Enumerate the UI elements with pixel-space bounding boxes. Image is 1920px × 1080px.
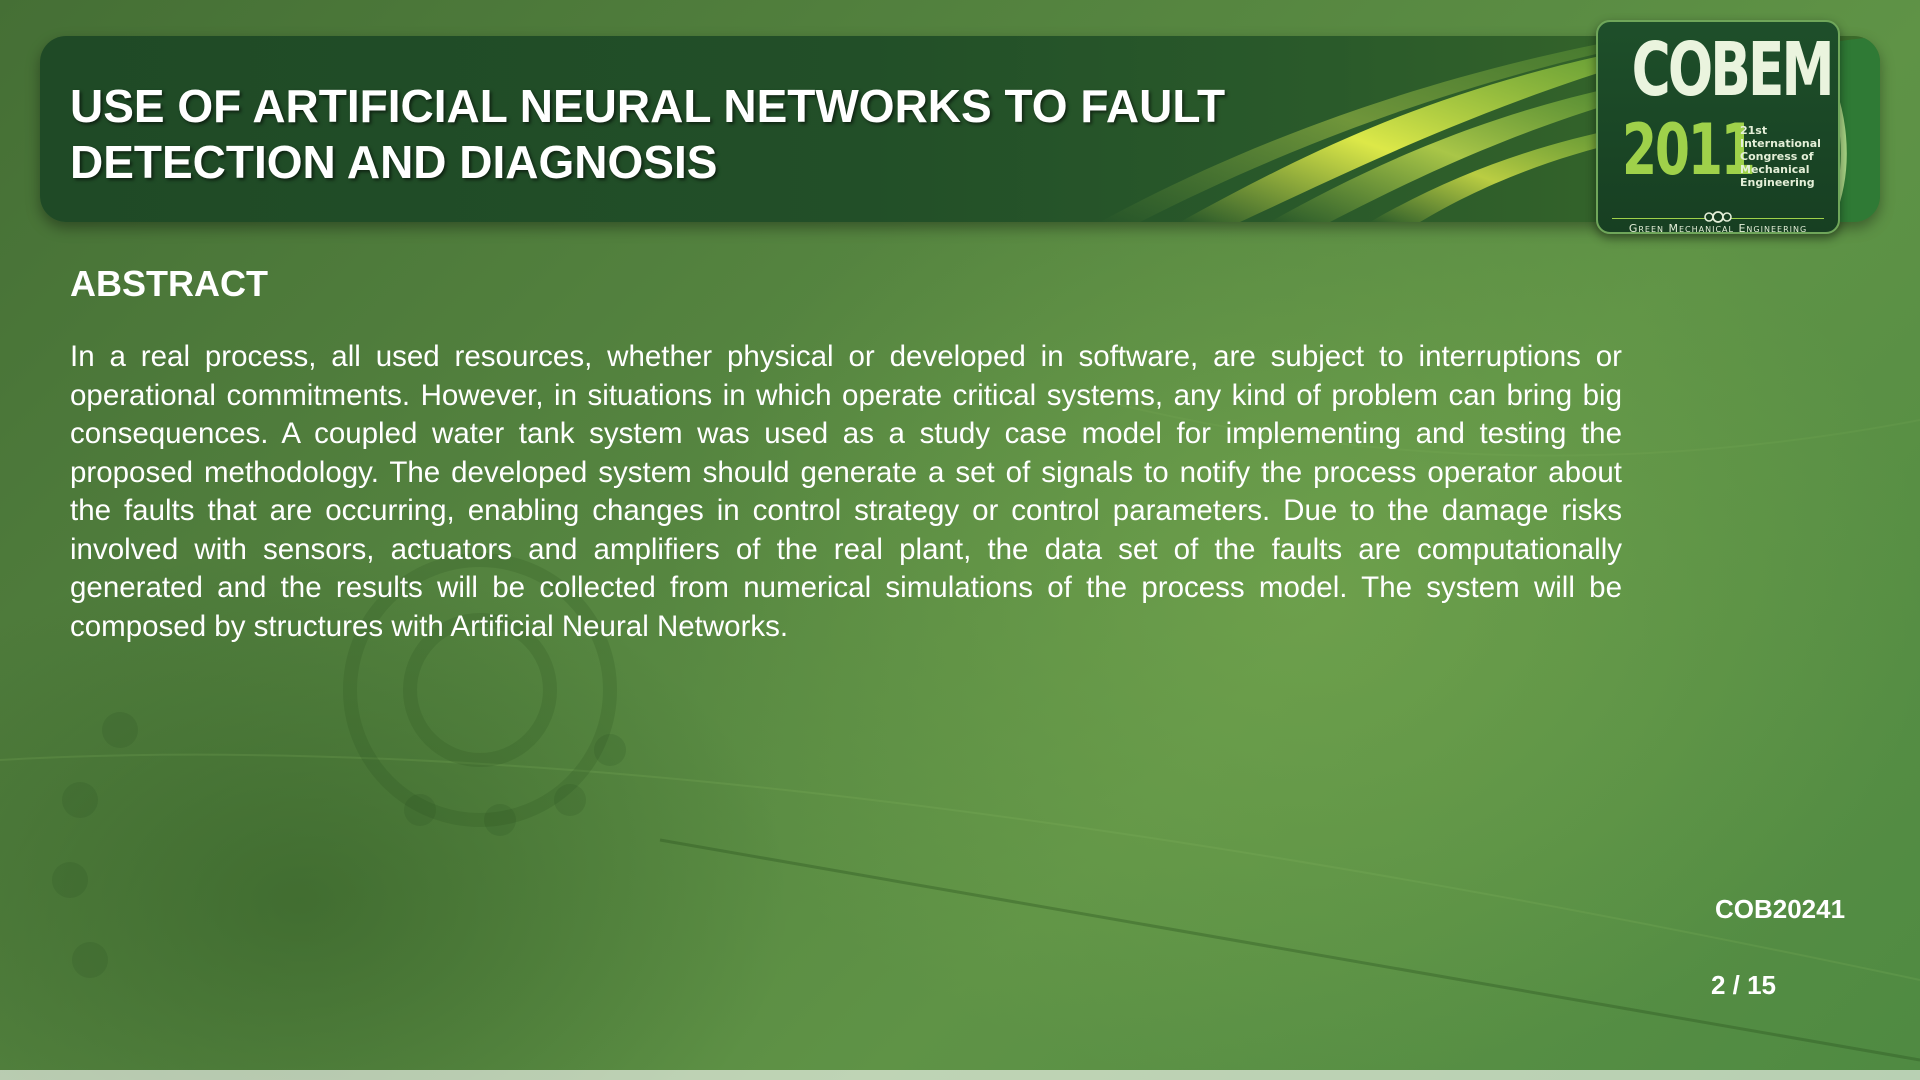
logo-edition-line: Congress of — [1740, 150, 1814, 163]
abstract-text: In a real process, all used resources, w… — [70, 340, 1622, 643]
paper-code: COB20241 — [1714, 894, 1846, 924]
logo-edition-line: Engineering — [1740, 176, 1815, 189]
logo-edition-text: 21st International Congress of Mechanica… — [1740, 124, 1821, 189]
abstract-heading: ABSTRACT — [70, 263, 268, 304]
logo-edition-line: 21st — [1740, 124, 1768, 137]
cobem-logo: COBEM 2011 21st International Congress o… — [1596, 20, 1840, 234]
page-indicator: 2 / 15 — [1710, 970, 1776, 1000]
gear-rings-icon — [1704, 211, 1732, 223]
logo-edition-line: International — [1740, 137, 1821, 150]
logo-wordmark: COBEM — [1631, 27, 1835, 113]
logo-tagline: Green Mechanical Engineering — [1628, 222, 1808, 234]
logo-edition-line: Mechanical — [1740, 163, 1810, 176]
banner-swoosh-decoration — [1100, 36, 1880, 222]
title-banner — [40, 36, 1880, 222]
slide-title: USE OF ARTIFICIAL NEURAL NETWORKS TO FAU… — [70, 80, 1226, 188]
logo-year: 2011 — [1622, 109, 1756, 191]
